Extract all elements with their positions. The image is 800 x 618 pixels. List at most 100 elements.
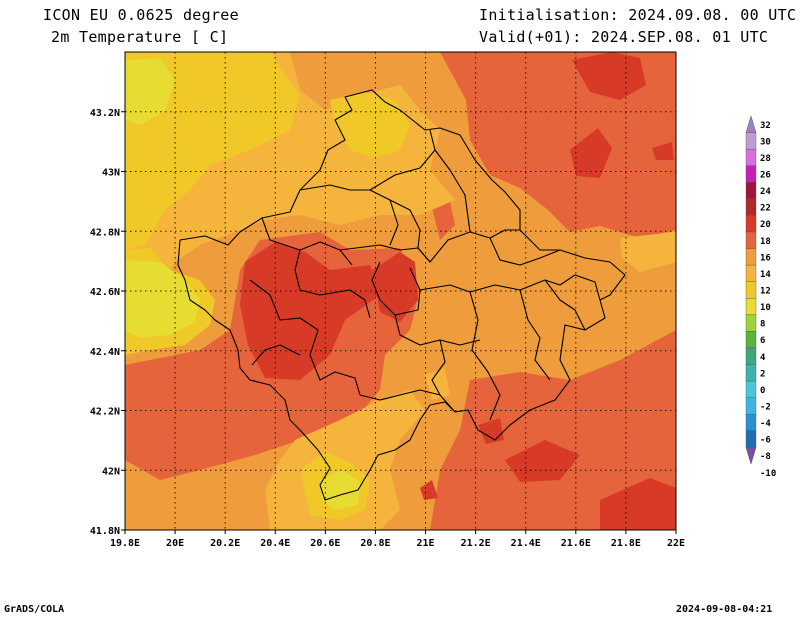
lat-tick-label: 42.6N [90,287,120,298]
lat-tick-label: 42N [102,466,120,477]
colorbar-segment [745,447,757,465]
colorbar-label: 12 [760,287,771,297]
inner-boundary-1 [261,217,353,266]
colorbar-label: 30 [760,137,771,147]
colorbar-segment [745,231,757,249]
lat-tick-label: 41.8N [90,526,120,537]
field-20-22-west [240,242,380,380]
graticule [125,52,676,530]
inner-boundary-18 [431,339,446,396]
lat-tick-label: 42.2N [90,407,120,418]
inner-boundary-4 [369,189,399,246]
longitude-ticks: 19.8E 20E 20.2E 20.4E 20.6E 20.8E 21E 21.2E 21.4… [110,530,685,549]
colorbar-label: -10 [760,469,776,479]
field-14-16-valley [425,368,450,400]
lon-tick-label: 19.8E [110,538,140,549]
colorbar-label: 0 [760,386,765,396]
colorbar-label: -2 [760,403,771,413]
lon-tick-label: 21.6E [561,538,591,549]
lon-tick-label: 21.2E [461,538,491,549]
field-12-14-north [125,52,300,250]
colorbar-segment [745,298,757,316]
field-20-22-southeast [505,440,580,482]
lon-tick-label: 20.8E [360,538,390,549]
lon-tick-label: 20.2E [210,538,240,549]
colorbar-segment [745,380,757,398]
variable-title: 2m Temperature [ C] [51,28,229,46]
colorbar-segment [745,414,757,432]
inner-boundary-11 [469,291,501,421]
lon-tick-label: 20.4E [260,538,290,549]
field-14-16-east [620,232,676,272]
colorbar-label: 26 [760,171,771,181]
colorbar-segment [745,165,757,183]
lat-tick-label: 43N [102,168,120,179]
colorbar-label: 18 [760,237,771,247]
field-12-14-lobe [330,92,410,158]
valid-time: Valid(+01): 2024.SEP.08. 01 UTC [479,28,769,46]
inner-boundary-15 [429,129,471,233]
inner-boundary-14 [359,389,456,413]
colorbar-label: 2 [760,369,765,379]
colorbar-label: 20 [760,220,771,230]
colorbar-label: 14 [760,270,771,280]
field-10-12-south [320,470,360,510]
colorbar-segment [745,397,757,415]
inner-boundary-13 [544,279,586,331]
inner-boundary-16 [389,199,421,249]
field-18-20-southeast [430,330,676,530]
inner-boundary-5 [299,149,436,191]
grads-credit: GrADS/COLA [4,604,65,615]
field-20-22-plateau [372,252,418,322]
colorbar-label: 6 [760,336,765,346]
colorbar-segment [745,364,757,382]
lat-tick-label: 43.2N [90,108,120,119]
model-title: ICON EU 0.0625 degree [43,6,239,24]
colorbar-label: 22 [760,204,771,214]
colorbar-label: 24 [760,187,771,197]
colorbar-label: -4 [760,419,771,429]
colorbar-segment [745,281,757,299]
inner-boundary-9 [394,314,481,346]
inner-boundary-17 [251,344,301,366]
colorbar-segment [745,198,757,216]
boundaries [177,89,626,501]
render-timestamp: 2024-09-08-04:21 [676,604,773,615]
colorbar-segment [745,215,757,233]
field-10-12-west [125,260,200,338]
lon-tick-label: 22E [667,538,685,549]
inner-boundary-20 [559,274,601,301]
colorbar-label: 10 [760,303,771,313]
lon-tick-label: 20E [166,538,184,549]
lat-tick-label: 42.4N [90,347,120,358]
field-10-12-nw [125,58,175,125]
colorbar-segment [745,248,757,266]
lon-tick-label: 21E [417,538,435,549]
colorbar-label: 32 [760,121,771,131]
lon-tick-label: 21.4E [511,538,541,549]
lon-tick-label: 20.6E [310,538,340,549]
colorbar-segment [745,430,757,448]
colorbar-label: 16 [760,253,771,263]
lon-tick-label: 21.8E [611,538,641,549]
colorbar-label: -8 [760,452,771,462]
lat-tick-label: 42.8N [90,227,120,238]
colorbar-segment [745,148,757,166]
colorbar-label: 8 [760,320,765,330]
colorbar-segment [745,115,757,133]
colorbar-segment [745,314,757,332]
field-20-22-ne3 [652,142,674,160]
colorbar-segment [745,347,757,365]
inner-boundary-12 [519,289,551,381]
init-time: Initialisation: 2024.09.08. 00 UTC [479,6,797,24]
field-20-22-northeast [572,52,646,100]
field-20-22-s3 [420,480,438,500]
outer-boundary [177,89,626,501]
colorbar-segment [745,182,757,200]
colorbar-segment [745,331,757,349]
colorbar-segment [745,264,757,282]
colorbar-segment [745,132,757,150]
latitude-ticks: 41.8N 42N 42.2N 42.4N 42.6N 42.8N 43N 43.2N [90,108,125,537]
